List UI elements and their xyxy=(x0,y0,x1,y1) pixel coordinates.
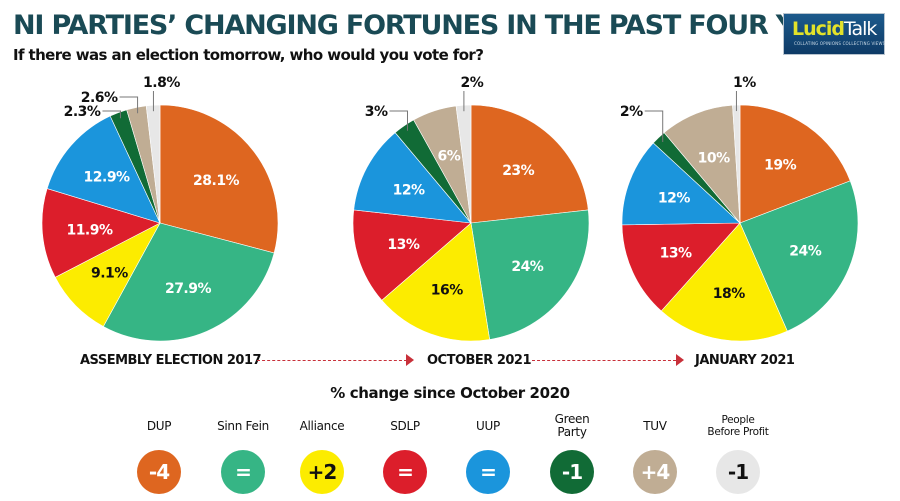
change-item-green-party: Green Party -1 xyxy=(522,408,622,494)
pie-label-sinn-fein: 27.9% xyxy=(165,281,212,297)
leader-line-tuv xyxy=(119,96,139,114)
pie-slice-sdlp xyxy=(621,222,741,312)
pie-slice-tuv xyxy=(663,104,741,224)
lucidtalk-logo: LucidTalk COLLATING OPINIONS COLLECTING … xyxy=(783,13,885,55)
change-item-sdlp: SDLP = xyxy=(355,408,455,494)
pie-slice-sdlp xyxy=(352,209,472,301)
pie-label-alliance: 16% xyxy=(431,283,463,299)
pie-0: 28.1% 27.9% 9.1% 11.9% 12.9% 2.3%2.6% 1.8% xyxy=(41,75,279,342)
pie-label-sdlp: 13% xyxy=(387,237,419,253)
change-label: Alliance xyxy=(299,418,345,433)
pie-1: 23% 24% 16% 13% 12% 6% 3% 2% xyxy=(352,75,590,342)
pie-label-tuv: 6% xyxy=(438,149,461,165)
change-badge: -1 xyxy=(550,450,594,494)
change-badge: -4 xyxy=(137,450,181,494)
pie-slice-uup xyxy=(353,132,472,224)
leader-line-green-party xyxy=(102,110,121,119)
change-title: % change since October 2020 xyxy=(330,384,570,402)
pie-label-people-before-profit: 1% xyxy=(733,75,756,91)
pie-slice-uup xyxy=(621,142,741,226)
pie-title-jan-2021: JANUARY 2021 xyxy=(695,353,795,368)
logo-wordmark: LucidTalk xyxy=(792,18,877,40)
pie-label-people-before-profit: 1.8% xyxy=(143,75,180,91)
pie-label-green-party: 3% xyxy=(365,104,388,120)
change-badge: +4 xyxy=(633,450,677,494)
change-item-tuv: TUV +4 xyxy=(605,408,705,494)
change-badge: +2 xyxy=(300,450,344,494)
page-title: NI PARTIES’ CHANGING FORTUNES IN THE PAS… xyxy=(13,10,870,41)
change-label-line2: Party xyxy=(557,425,587,439)
pie-label-green-party: 2% xyxy=(620,104,643,120)
pie-label-alliance: 18% xyxy=(713,286,745,302)
pie-label-sinn-fein: 24% xyxy=(789,243,821,259)
pie-label-people-before-profit: 2% xyxy=(461,75,484,91)
pie-title-oct-2021: OCTOBER 2021 xyxy=(427,353,532,368)
change-label: TUV xyxy=(643,418,667,433)
pie-slice-alliance xyxy=(381,222,490,342)
pie-label-sdlp: 11.9% xyxy=(66,222,113,238)
logo-talk-text: Talk xyxy=(844,18,877,40)
change-legend: DUP -4 Sinn Fein = Alliance +2 SDLP = UU… xyxy=(0,408,900,501)
pie-slice-sdlp xyxy=(41,188,161,278)
change-item-dup: DUP -4 xyxy=(109,408,209,494)
pie-slice-sinn-fein xyxy=(470,209,590,340)
pie-title-2017: ASSEMBLY ELECTION 2017 xyxy=(80,353,262,368)
change-label-line2: Before Profit xyxy=(707,426,769,438)
pie-slice-uup xyxy=(46,115,161,224)
change-badge: -1 xyxy=(716,450,760,494)
pie-label-uup: 12% xyxy=(658,191,690,207)
pie-2: 19% 24% 18% 13% 12% 10% 2% 1% xyxy=(620,75,859,342)
pie-label-sinn-fein: 24% xyxy=(511,259,543,275)
pie-label-dup: 19% xyxy=(764,158,796,174)
pie-slice-alliance xyxy=(660,222,788,342)
change-label-line1: People xyxy=(721,414,755,426)
arrow-line-2 xyxy=(532,360,676,361)
pie-slice-dup xyxy=(159,104,279,254)
arrow-head-1-icon xyxy=(406,354,414,366)
leader-line-green-party xyxy=(644,110,664,142)
pie-slice-sinn-fein xyxy=(102,222,275,342)
change-label-line1: Green xyxy=(554,412,590,426)
change-label: SDLP xyxy=(390,418,420,433)
pie-slice-sinn-fein xyxy=(739,180,859,332)
pie-slice-dup xyxy=(470,104,589,224)
logo-tagline: COLLATING OPINIONS COLLECTING VIEWS xyxy=(794,41,886,46)
pie-label-uup: 12.9% xyxy=(84,170,131,186)
change-badge: = xyxy=(466,450,510,494)
change-item-uup: UUP = xyxy=(438,408,538,494)
pie-label-tuv: 2.6% xyxy=(81,90,118,106)
change-label: Green Party xyxy=(522,408,622,444)
arrow-head-2-icon xyxy=(676,354,684,366)
pie-label-sdlp: 13% xyxy=(660,245,692,261)
change-label: UUP xyxy=(476,418,500,433)
change-item-sinn-fein: Sinn Fein = xyxy=(193,408,293,494)
change-item-alliance: Alliance +2 xyxy=(272,408,372,494)
change-label: People Before Profit xyxy=(688,408,788,444)
arrow-line-1 xyxy=(257,360,407,361)
pie-label-dup: 23% xyxy=(502,163,534,179)
change-badge: = xyxy=(383,450,427,494)
leader-line-green-party xyxy=(389,110,408,131)
pie-label-tuv: 10% xyxy=(698,150,730,166)
logo-lucid-text: Lucid xyxy=(792,18,845,40)
change-label: Sinn Fein xyxy=(217,418,269,433)
change-item-people-before-profit: People Before Profit -1 xyxy=(688,408,788,494)
change-badge: = xyxy=(221,450,265,494)
pie-label-green-party: 2.3% xyxy=(64,104,101,120)
pie-label-dup: 28.1% xyxy=(193,173,240,189)
pie-label-alliance: 9.1% xyxy=(91,265,128,281)
page-subtitle: If there was an election tomorrow, who w… xyxy=(13,46,484,64)
pie-label-uup: 12% xyxy=(393,183,425,199)
pie-slice-dup xyxy=(739,104,851,224)
change-label: DUP xyxy=(146,418,172,433)
